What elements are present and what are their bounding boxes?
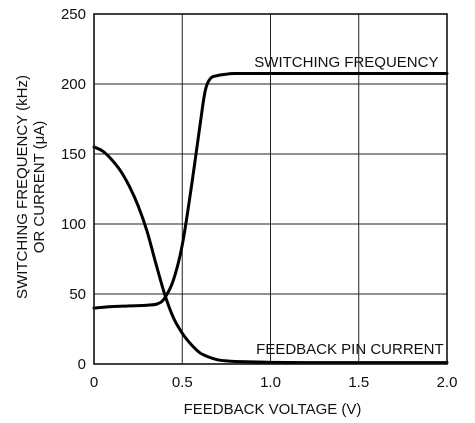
feedback-pin-current-line	[92, 145, 449, 365]
x-tick-label: 1.0	[260, 374, 281, 391]
y-tick-label: 50	[69, 286, 86, 303]
curve-layer	[92, 71, 449, 365]
plot-frame	[93, 13, 448, 365]
y-tick-label: 0	[78, 356, 86, 373]
y-tick-label: 200	[61, 76, 86, 93]
y-tick-label: 100	[61, 216, 86, 233]
x-tick-label: 2.0	[437, 374, 458, 391]
x-tick-label: 1.5	[348, 374, 369, 391]
y-axis-label: OR CURRENT (μA)	[31, 121, 48, 254]
switching-frequency-annotation: SWITCHING FREQUENCY	[254, 54, 438, 71]
x-axis-label: FEEDBACK VOLTAGE (V)	[184, 401, 362, 418]
y-axis-label: SWITCHING FREQUENCY (kHz)	[14, 75, 31, 299]
x-tick-label: 0	[90, 374, 98, 391]
feedback-pin-current-annotation: FEEDBACK PIN CURRENT	[256, 341, 444, 358]
x-tick-label: 0.5	[172, 374, 193, 391]
switching-frequency-line	[92, 71, 449, 310]
label-layer: 0 0.5 1.0 1.5 2.0 0 50 100 150 200 250 FEEDBACK VOL…	[14, 6, 457, 418]
y-tick-label: 250	[61, 6, 86, 23]
y-tick-label: 150	[61, 146, 86, 163]
